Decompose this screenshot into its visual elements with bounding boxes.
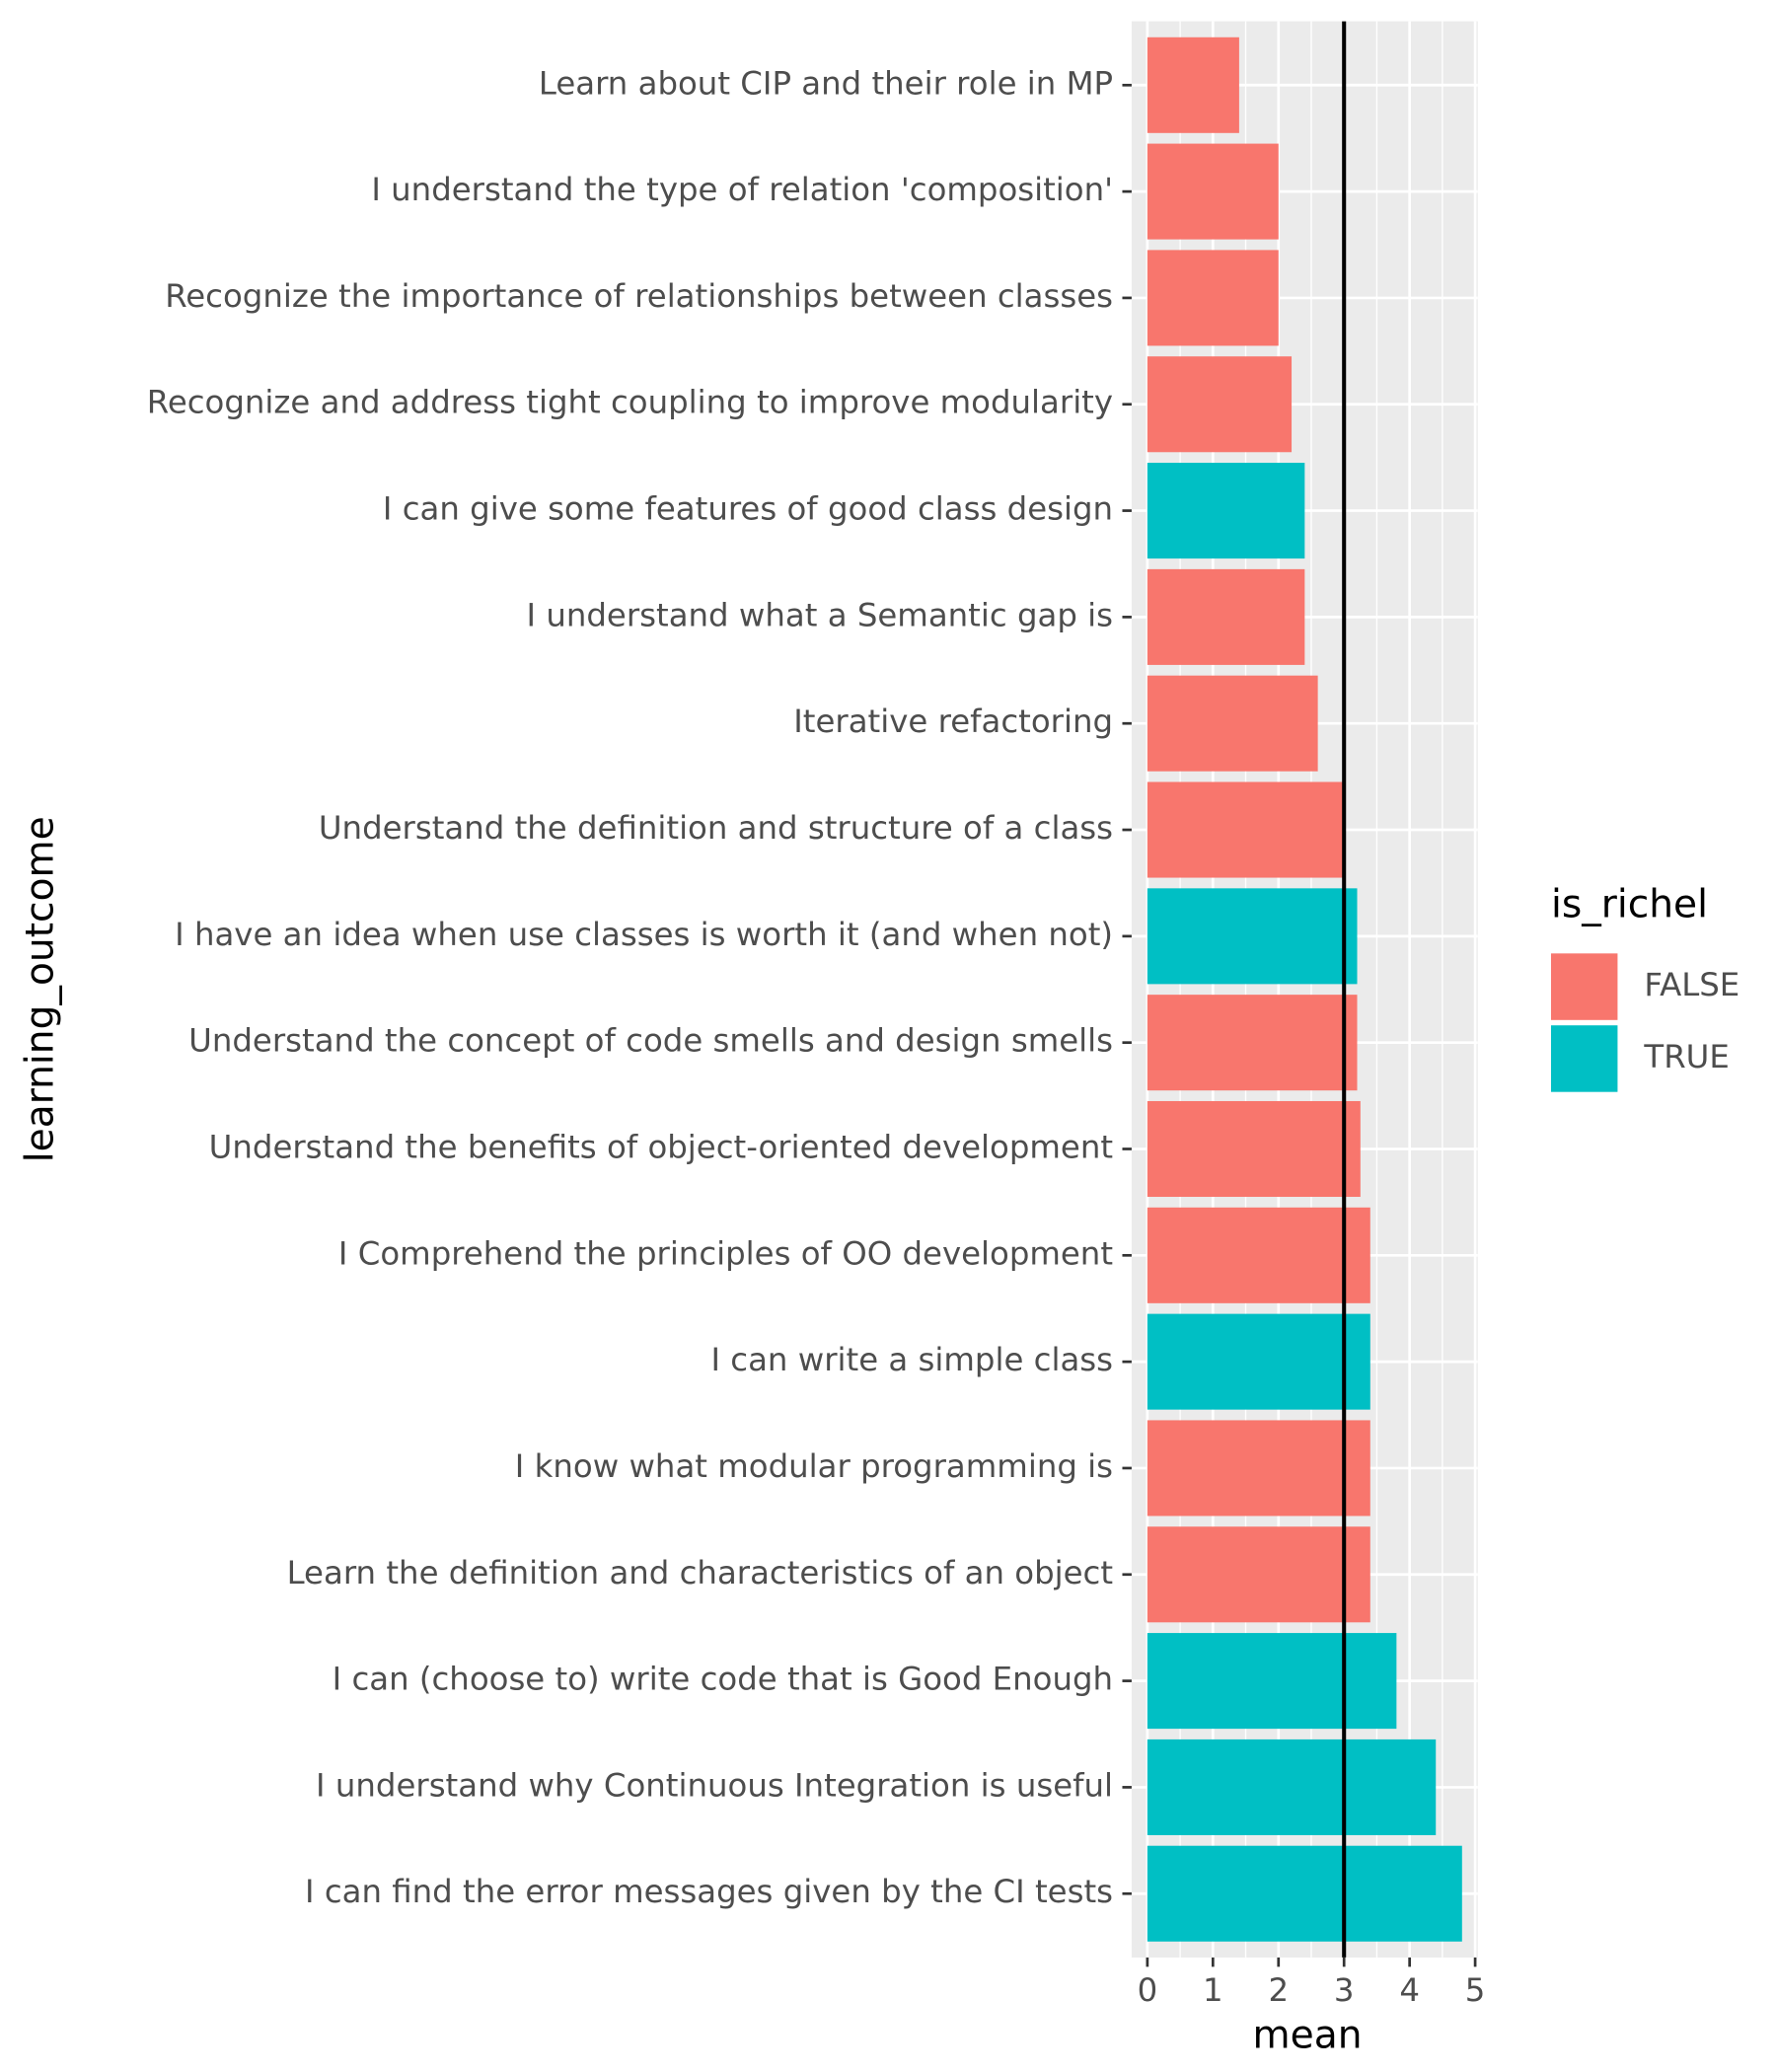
legend-label: FALSE <box>1644 966 1739 1003</box>
y-tick-label: I know what modular programming is <box>515 1447 1113 1485</box>
legend-title: is_richel <box>1551 883 1708 927</box>
y-tick-label: Recognize and address tight coupling to … <box>147 384 1113 421</box>
y-tick-label: I can write a simple class <box>710 1341 1113 1378</box>
bar <box>1147 1633 1397 1730</box>
x-tick-label: 5 <box>1465 1971 1486 2009</box>
y-tick-label: I can find the error messages given by t… <box>305 1873 1113 1910</box>
y-tick-label: I Comprehend the principles of OO develo… <box>338 1234 1113 1272</box>
x-tick-label: 0 <box>1138 1971 1158 2009</box>
y-tick-label: I have an idea when use classes is worth… <box>175 916 1113 953</box>
bar <box>1147 1845 1462 1942</box>
x-axis-title: mean <box>1253 2013 1363 2057</box>
bar <box>1147 1207 1370 1303</box>
bar <box>1147 1100 1361 1198</box>
bar <box>1147 568 1305 665</box>
bar <box>1147 1526 1370 1623</box>
y-tick-label: Understand the concept of code smells an… <box>188 1022 1113 1060</box>
y-tick-label: Understand the benefits of object-orient… <box>209 1128 1113 1165</box>
x-tick-label: 1 <box>1203 1971 1223 2009</box>
bar <box>1147 781 1345 878</box>
bar <box>1147 463 1305 559</box>
y-tick-label: Recognize the importance of relationship… <box>165 277 1113 315</box>
y-tick-label: Learn about CIP and their role in MP <box>539 64 1113 102</box>
legend-key <box>1550 1025 1618 1092</box>
y-tick-label: I can (choose to) write code that is Goo… <box>333 1661 1113 1698</box>
y-tick-label: Iterative refactoring <box>793 703 1113 740</box>
bar <box>1147 888 1358 985</box>
y-tick-label: I understand why Continuous Integration … <box>316 1766 1113 1804</box>
y-tick-label: Learn the definition and characteristics… <box>287 1554 1113 1591</box>
y-tick-label: I can give some features of good class d… <box>383 490 1113 528</box>
y-axis-title: learning_outcome <box>19 816 63 1162</box>
x-tick-label: 3 <box>1334 1971 1355 2009</box>
bar <box>1147 356 1293 453</box>
x-tick-label: 2 <box>1268 1971 1289 2009</box>
y-tick-label: I understand what a Semantic gap is <box>526 596 1113 633</box>
bar <box>1147 995 1358 1091</box>
bar <box>1147 37 1239 133</box>
bar <box>1147 1420 1370 1517</box>
legend-key <box>1550 953 1618 1020</box>
bar <box>1147 1313 1370 1410</box>
bar <box>1147 1739 1437 1835</box>
bar <box>1147 143 1279 240</box>
x-tick-label: 4 <box>1399 1971 1420 2009</box>
bar <box>1147 250 1279 346</box>
legend-label: TRUE <box>1643 1038 1729 1075</box>
y-tick-label: Understand the definition and structure … <box>319 809 1113 847</box>
bar <box>1147 675 1318 772</box>
y-tick-label: I understand the type of relation 'compo… <box>371 171 1113 208</box>
